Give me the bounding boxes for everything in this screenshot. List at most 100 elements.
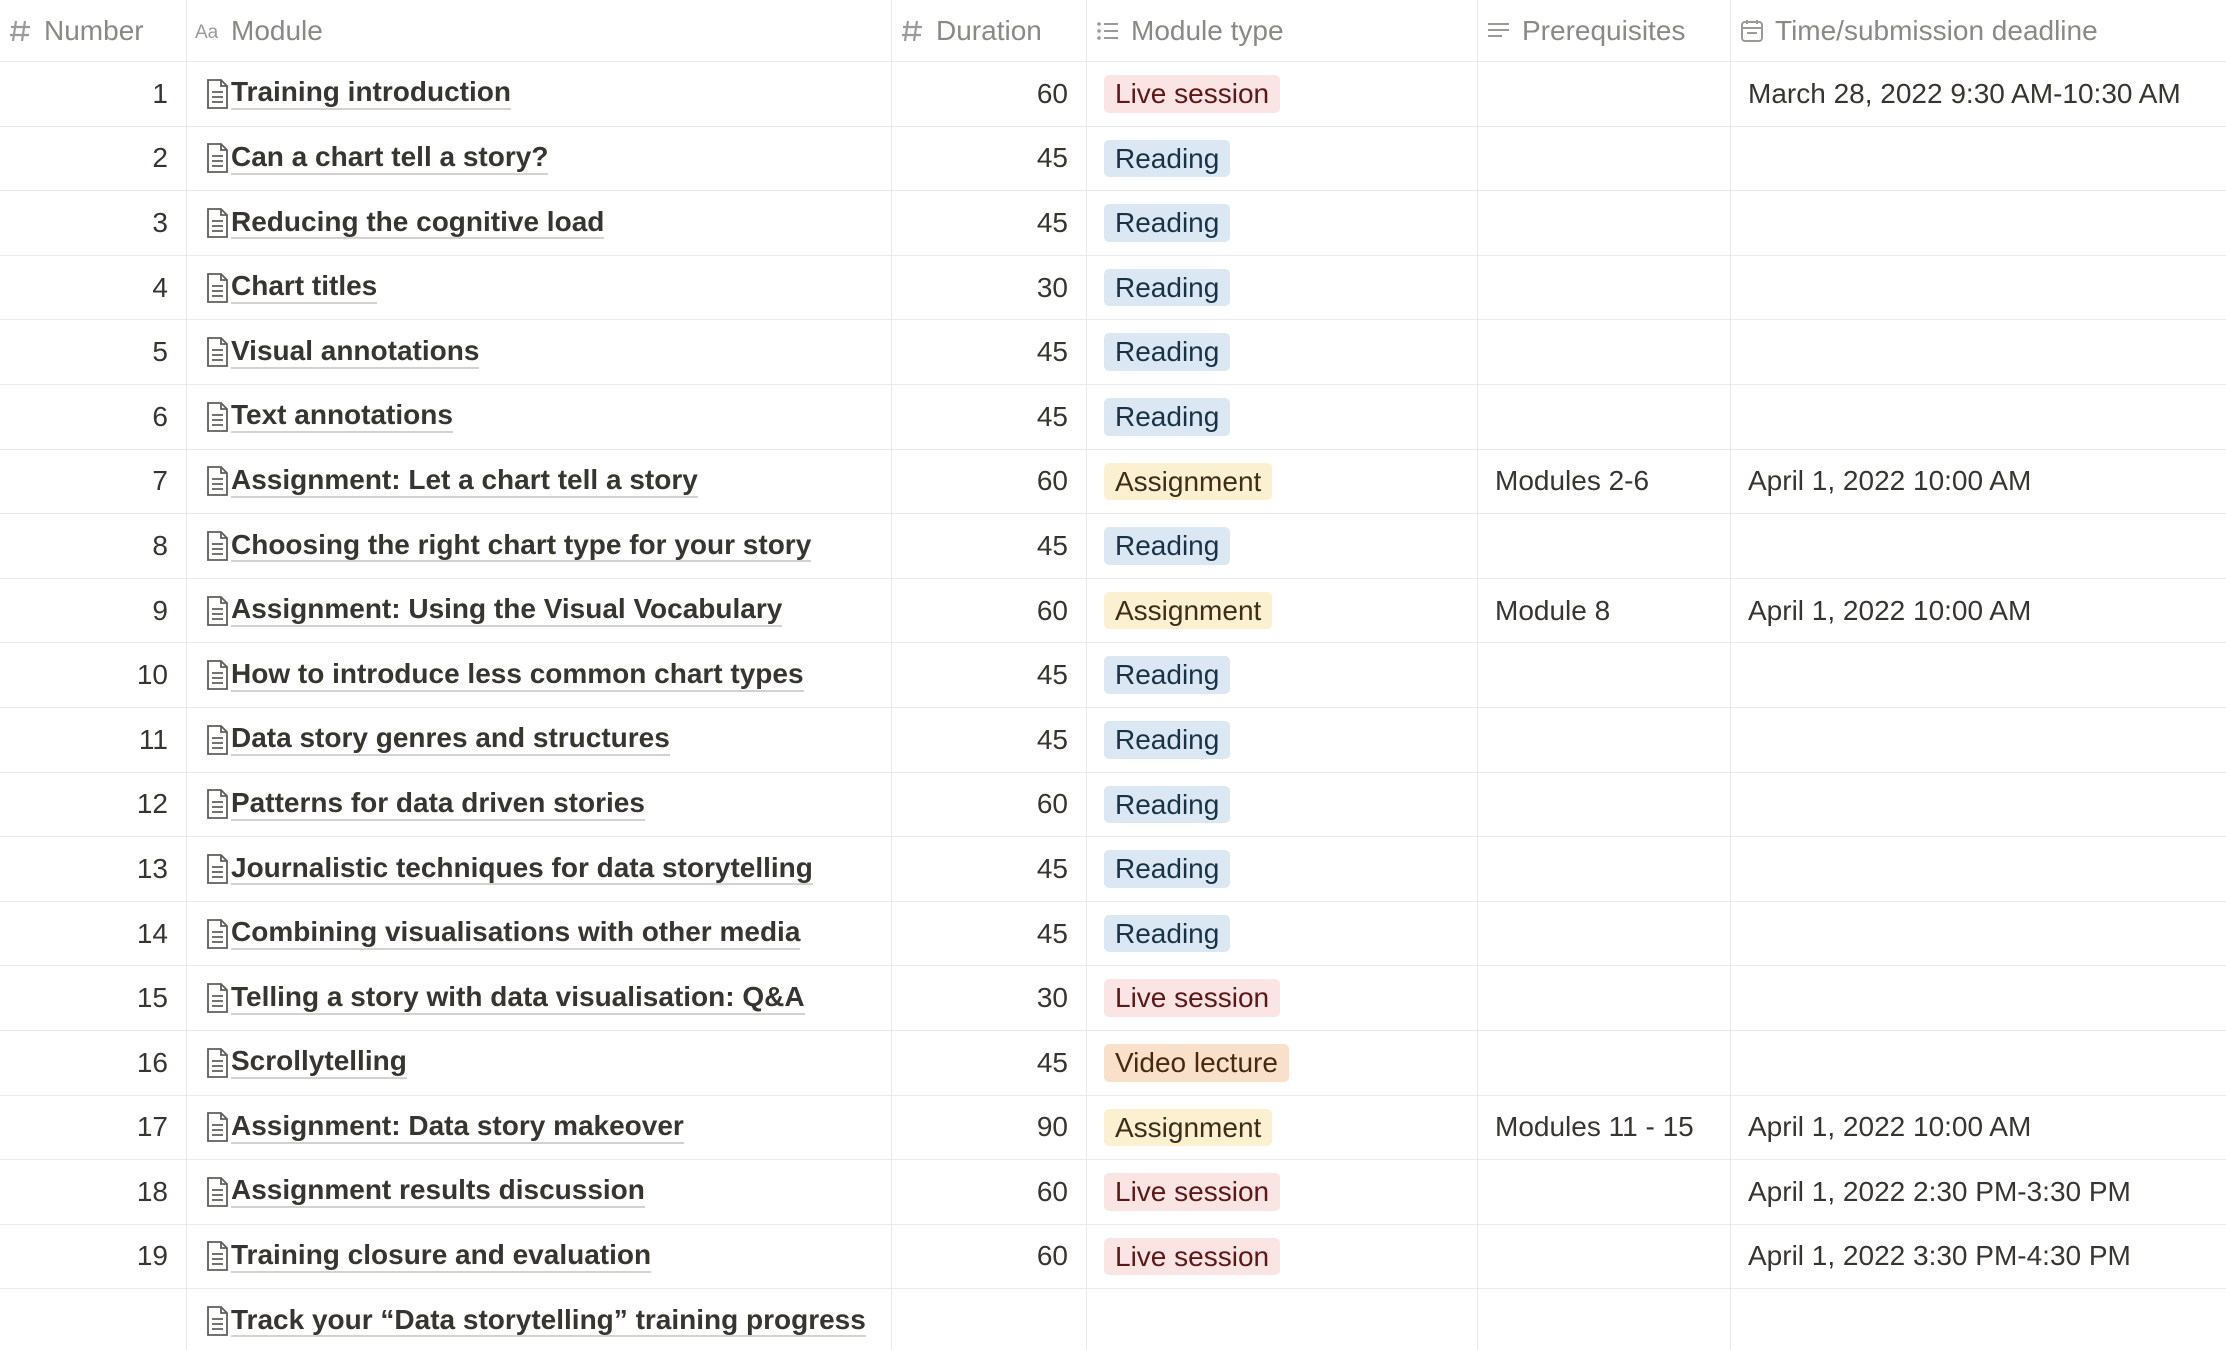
module-title[interactable]: Training closure and evaluation bbox=[231, 1239, 652, 1273]
column-icon bbox=[1488, 22, 1509, 37]
module-title[interactable]: Scrollytelling bbox=[231, 1045, 407, 1080]
deadline: April 1, 2022 10:00 AM bbox=[1748, 465, 2032, 497]
prerequisites-cell: Modules 2-6 bbox=[1478, 449, 1731, 514]
module-cell: Visual annotations bbox=[187, 320, 892, 384]
deadline-cell bbox=[1731, 708, 2226, 772]
deadline: April 1, 2022 10:00 AM bbox=[1748, 594, 2032, 626]
number: 3 bbox=[152, 206, 168, 238]
type-tag: Reading bbox=[1104, 656, 1231, 694]
type-tag: Reading bbox=[1104, 139, 1231, 178]
number: 11 bbox=[138, 723, 168, 755]
deadline-cell: April 1, 2022 10:00 AM bbox=[1731, 450, 2226, 514]
type-cell: Reading bbox=[1087, 707, 1478, 772]
type-cell: Reading bbox=[1087, 384, 1478, 449]
module-title[interactable]: Assignment results discussion bbox=[231, 1175, 645, 1209]
duration: 45 bbox=[1036, 336, 1068, 368]
page-icon bbox=[207, 854, 228, 884]
prerequisites-cell bbox=[1478, 1160, 1731, 1224]
module-title[interactable]: Text annotations bbox=[231, 400, 453, 434]
number: 13 bbox=[136, 852, 168, 884]
type-tag: Video lecture bbox=[1104, 1043, 1289, 1082]
module-title[interactable]: Reducing the cognitive load bbox=[231, 206, 605, 240]
prerequisites-cell bbox=[1478, 384, 1731, 449]
number-cell: 13 bbox=[0, 837, 187, 901]
table-row: 3 Reducing the cognitive load 45 Reading bbox=[0, 191, 2226, 256]
module-cell: Patterns for data driven stories bbox=[187, 772, 892, 837]
type-tag: Reading bbox=[1104, 914, 1231, 953]
number: 17 bbox=[136, 1111, 168, 1143]
type-cell: Assignment bbox=[1087, 449, 1478, 514]
number-cell: 11 bbox=[0, 707, 187, 772]
number: 5 bbox=[152, 336, 168, 368]
number-cell: 4 bbox=[0, 255, 187, 320]
module-title[interactable]: Assignment: Data story makeover bbox=[231, 1110, 684, 1144]
module-title[interactable]: Combining visualisations with other medi… bbox=[231, 916, 801, 950]
duration-cell: 60 bbox=[892, 1224, 1087, 1289]
prerequisites-cell bbox=[1478, 1030, 1731, 1095]
table-row: 1 Training introduction 60 Live session Marc… bbox=[0, 62, 2226, 127]
table-row: 17 Assignment: Data story makeover 90 Assig… bbox=[0, 1095, 2226, 1161]
type-cell: Reading bbox=[1087, 772, 1478, 837]
table-row: 19 Training closure and evaluation 60 Live … bbox=[0, 1224, 2226, 1290]
module-title[interactable]: Assignment: Let a chart tell a story bbox=[231, 464, 698, 498]
table-row: 14 Combining visualisations with other me… bbox=[0, 901, 2226, 967]
module-title[interactable]: How to introduce less common chart types bbox=[231, 658, 804, 692]
module-title[interactable]: Training introduction bbox=[231, 77, 511, 111]
page-icon bbox=[207, 918, 228, 949]
module-title[interactable]: Patterns for data driven stories bbox=[231, 787, 645, 821]
number: 9 bbox=[152, 594, 168, 626]
type-tag: Reading bbox=[1104, 850, 1231, 888]
duration-cell: 45 bbox=[892, 837, 1087, 901]
duration-cell: 60 bbox=[892, 578, 1087, 643]
module-title[interactable]: Journalistic techniques for data storyte… bbox=[231, 852, 813, 886]
duration-cell: 45 bbox=[892, 707, 1087, 772]
page-icon bbox=[207, 78, 228, 109]
deadline-cell: March 28, 2022 9:30 AM-10:30 AM bbox=[1731, 62, 2226, 126]
type-tag: Reading bbox=[1104, 397, 1231, 436]
deadline-cell bbox=[1731, 256, 2226, 320]
table-row: 18 Assignment results discussion 60 Live se… bbox=[0, 1160, 2226, 1225]
deadline-cell bbox=[1731, 1289, 2226, 1350]
table-row: 16 Scrollytelling 45 Video lecture bbox=[0, 1030, 2226, 1096]
number: 1 bbox=[152, 77, 168, 109]
duration: 45 bbox=[1036, 917, 1068, 949]
column-title: Time/submission deadline bbox=[1775, 14, 2098, 46]
page-icon bbox=[207, 660, 228, 691]
duration: 45 bbox=[1036, 659, 1068, 691]
module-title[interactable]: Data story genres and structures bbox=[231, 723, 670, 757]
page-icon bbox=[207, 724, 228, 755]
number: 15 bbox=[136, 982, 168, 1014]
deadline-cell bbox=[1731, 514, 2226, 578]
module-title[interactable]: Telling a story with data visualisation:… bbox=[231, 981, 805, 1015]
prerequisites: Modules 11 - 15 bbox=[1495, 1111, 1694, 1143]
module-cell: Training closure and evaluation bbox=[187, 1224, 892, 1289]
prerequisites-cell bbox=[1478, 62, 1731, 126]
number: 10 bbox=[136, 659, 168, 691]
deadline-cell bbox=[1731, 191, 2226, 255]
deadline-cell: April 1, 2022 3:30 PM-4:30 PM bbox=[1731, 1225, 2226, 1289]
prerequisites: Modules 2-6 bbox=[1495, 465, 1650, 497]
number-cell: 14 bbox=[0, 901, 187, 966]
module-cell: Scrollytelling bbox=[187, 1030, 892, 1095]
column-title: Module type bbox=[1131, 14, 1284, 46]
module-title[interactable]: Can a chart tell a story? bbox=[231, 141, 549, 175]
type-cell: Live session bbox=[1087, 966, 1478, 1030]
duration-cell: 45 bbox=[892, 320, 1087, 384]
module-title[interactable]: Track your “Data storytelling” training … bbox=[231, 1304, 866, 1338]
module-cell: Training introduction bbox=[187, 62, 892, 126]
deadline-cell bbox=[1731, 320, 2226, 384]
module-title[interactable]: Choosing the right chart type for your s… bbox=[231, 529, 812, 563]
column-icon bbox=[10, 20, 30, 41]
number-cell: 10 bbox=[0, 643, 187, 707]
module-title[interactable]: Assignment: Using the Visual Vocabulary bbox=[231, 593, 783, 627]
module-title[interactable]: Visual annotations bbox=[231, 335, 480, 369]
type-cell: Reading bbox=[1087, 255, 1478, 320]
number-cell: 19 bbox=[0, 1224, 187, 1289]
module-title[interactable]: Chart titles bbox=[231, 270, 378, 304]
table-row: 10 How to introduce less common chart typ… bbox=[0, 643, 2226, 708]
prerequisites-cell: Modules 11 - 15 bbox=[1478, 1095, 1731, 1160]
number-cell: 2 bbox=[0, 126, 187, 191]
table-row: 4 Chart titles 30 Reading bbox=[0, 255, 2226, 321]
page-icon bbox=[207, 1241, 228, 1272]
number-cell: 5 bbox=[0, 320, 187, 384]
